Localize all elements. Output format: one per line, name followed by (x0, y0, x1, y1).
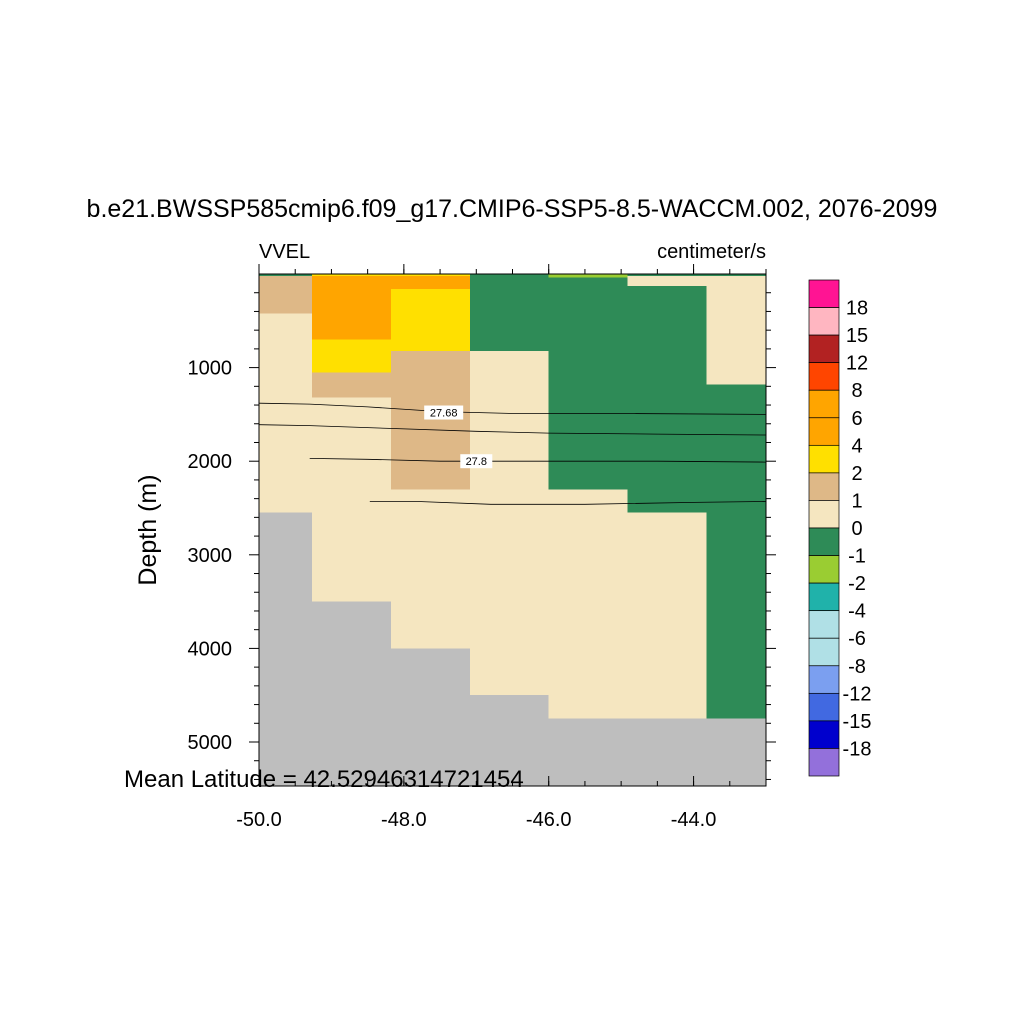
density-contour (309, 458, 767, 463)
colorbar-swatch (808, 637, 840, 667)
velocity-cell (706, 275, 766, 385)
land-cell (469, 695, 549, 786)
mean-latitude-note: Mean Latitude = 42.52946314721454 (124, 766, 524, 793)
density-contour (258, 424, 767, 436)
colorbar-label: 6 (851, 408, 862, 430)
colorbar-label: -15 (843, 711, 872, 733)
velocity-cell (706, 512, 766, 719)
y-tick-label: 1000 (188, 358, 233, 380)
colorbar-swatch (808, 720, 840, 749)
land-cell (259, 512, 312, 786)
velocity-cell (259, 275, 312, 314)
density-contour (369, 501, 767, 505)
colorbar-swatch (808, 444, 840, 474)
x-tick-label: -46.0 (526, 809, 572, 831)
heatmap-cells (259, 274, 766, 786)
velocity-cell (390, 275, 470, 289)
land-cell (311, 601, 391, 786)
colorbar-label: -4 (848, 601, 866, 623)
colorbar-swatch (808, 610, 840, 639)
velocity-cell (548, 274, 628, 278)
velocity-cell (311, 339, 391, 373)
colorbar-swatch (808, 748, 840, 777)
velocity-cell (469, 275, 549, 351)
colorbar-swatch (808, 472, 840, 501)
contour-label-box (460, 454, 493, 469)
colorbar-swatch (808, 307, 840, 336)
colorbar-swatch (808, 389, 840, 419)
velocity-cell (627, 274, 766, 276)
y-tick-label: 4000 (188, 638, 233, 660)
x-tick-label: -48.0 (381, 809, 427, 831)
colorbar: 18 15 12 8 6 4 2 1 0 -1 -2 -4 -6 -8 -12 -15 -18 (808, 279, 872, 777)
velocity-cell (311, 274, 470, 276)
land-cell (390, 648, 470, 786)
velocity-cell (259, 274, 312, 276)
y-tick-label: 3000 (188, 545, 233, 567)
chart-title: b.e21.BWSSP585cmip6.f09_g17.CMIP6-SSP5-8… (87, 195, 938, 223)
colorbar-label: 12 (846, 353, 868, 375)
velocity-cell (627, 275, 707, 287)
colorbar-label: -6 (848, 628, 866, 650)
units-label: centimeter/s (657, 241, 766, 263)
velocity-cell (311, 275, 391, 340)
y-tick-label: 2000 (188, 451, 233, 473)
colorbar-label: 4 (851, 435, 862, 457)
variable-label: VVEL (259, 241, 310, 263)
colorbar-label: -8 (848, 656, 866, 678)
colorbar-label: -18 (843, 738, 872, 760)
y-tick-label: 5000 (188, 732, 233, 754)
velocity-cell (390, 350, 470, 490)
land-cell (548, 718, 766, 786)
colorbar-swatch (808, 417, 840, 446)
x-tick-label: -50.0 (236, 809, 282, 831)
colorbar-swatch (808, 527, 840, 556)
colorbar-label: 0 (851, 518, 862, 540)
colorbar-label: 18 (846, 298, 868, 320)
contour-lines: 27.68 27.8 (258, 402, 767, 505)
colorbar-label: 8 (851, 380, 862, 402)
colorbar-swatch (808, 582, 840, 612)
velocity-cell (390, 288, 470, 351)
contour-label: 27.68 (430, 408, 458, 420)
contour-label-box (424, 405, 464, 420)
velocity-cell (311, 372, 391, 398)
colorbar-label: -2 (848, 573, 866, 595)
contour-label: 27.8 (466, 456, 487, 468)
colorbar-swatch (808, 665, 840, 694)
colorbar-swatch (808, 362, 840, 391)
colorbar-label: -1 (848, 546, 866, 568)
colorbar-swatch (808, 279, 840, 308)
colorbar-swatch (808, 555, 840, 584)
velocity-cell (469, 274, 549, 276)
colorbar-label: 15 (846, 325, 868, 347)
colorbar-swatch (808, 334, 840, 364)
x-tick-label: -44.0 (671, 809, 717, 831)
colorbar-label: 1 (851, 490, 862, 512)
y-axis-label: Depth (m) (134, 474, 162, 585)
colorbar-label: -12 (843, 683, 872, 705)
colorbar-swatch (808, 500, 840, 529)
velocity-cell (627, 489, 766, 513)
colorbar-label: 2 (851, 463, 862, 485)
colorbar-swatch (808, 692, 840, 722)
plot-axes: -50.0 -48.0 -46.0 -44.0 1000 2000 3000 4000 5000 (188, 264, 776, 831)
